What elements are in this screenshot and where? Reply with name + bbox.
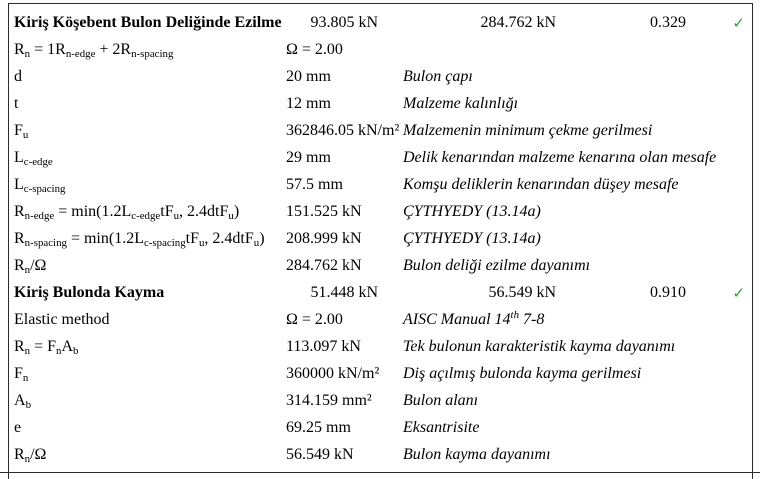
value-cell: 151.525 kN bbox=[286, 202, 362, 220]
value-cell: 29 mm bbox=[286, 148, 331, 166]
section-header-row: Kiriş Köşebent Bulon Deliğinde Ezilme 93.… bbox=[14, 9, 752, 36]
next-table-left-border bbox=[8, 473, 9, 479]
description-cell: Diş açılmış bulonda kayma gerilmesi bbox=[403, 365, 642, 383]
check-icon: ✓ bbox=[732, 283, 745, 302]
calc-row: d 20 mm Bulon çapı bbox=[14, 63, 752, 90]
description-cell: Bulon çapı bbox=[403, 67, 473, 85]
section-title: Kiriş Köşebent Bulon Deliğinde Ezilme bbox=[14, 13, 282, 31]
description-cell: Komşu deliklerin kenarından düşey mesafe bbox=[403, 175, 679, 193]
formula-label: Fu bbox=[14, 121, 29, 141]
section-header-row: Kiriş Bulonda Kayma 51.448 kN 56.549 kN 0.9… bbox=[14, 279, 752, 306]
calc-row: Rn = 1Rn-edge + 2Rn-spacing Ω = 2.00 bbox=[14, 36, 752, 63]
description-cell: Bulon alanı bbox=[403, 392, 479, 410]
formula-label: Lc-edge bbox=[14, 148, 53, 168]
demand-value: 51.448 kN bbox=[310, 283, 378, 301]
calc-row: Rn/Ω 284.762 kN Bulon deliği ezilme dayanı… bbox=[14, 252, 752, 279]
value-cell: 360000 kN/m² bbox=[286, 365, 380, 383]
value-cell: Ω = 2.00 bbox=[286, 40, 343, 58]
description-cell: Malzeme kalınlığı bbox=[403, 94, 519, 112]
value-cell: 113.097 kN bbox=[286, 338, 361, 356]
description-cell: Tek bulonun karakteristik kayma dayanımı bbox=[403, 338, 676, 356]
bottom-divider bbox=[0, 472, 760, 473]
formula-label: t bbox=[14, 94, 19, 112]
description-cell: Delik kenarından malzeme kenarına olan m… bbox=[403, 148, 717, 166]
calc-row: Rn = FnAb 113.097 kN Tek bulonun karakteri… bbox=[14, 334, 752, 361]
ratio-value: 0.910 bbox=[650, 283, 686, 301]
formula-label: Elastic method bbox=[14, 311, 110, 329]
description-cell: Bulon kayma dayanımı bbox=[403, 446, 551, 464]
formula-label: Rn = 1Rn-edge + 2Rn-spacing bbox=[14, 40, 174, 60]
description-cell: ÇYTHYEDY (13.14a) bbox=[403, 202, 541, 220]
formula-label: Rn-edge = min(1.2Lc-edgetFu, 2.4dtFu) bbox=[14, 202, 240, 222]
value-cell: 57.5 mm bbox=[286, 175, 343, 193]
capacity-value: 284.762 kN bbox=[480, 13, 556, 31]
calc-row: Rn-spacing = min(1.2Lc-spacingtFu, 2.4dt… bbox=[14, 225, 752, 252]
formula-label: Rn = FnAb bbox=[14, 338, 79, 358]
section-title: Kiriş Bulonda Kayma bbox=[14, 283, 165, 301]
calc-row: Ab 314.159 mm² Bulon alanı bbox=[14, 388, 752, 415]
formula-label: Rn/Ω bbox=[14, 256, 47, 276]
calc-row: Lc-spacing 57.5 mm Komşu deliklerin kenarı… bbox=[14, 171, 752, 198]
formula-label: Fn bbox=[14, 365, 29, 385]
formula-label: Rn/Ω bbox=[14, 446, 47, 466]
value-cell: 284.762 kN bbox=[286, 256, 362, 274]
value-cell: 20 mm bbox=[286, 67, 331, 85]
value-cell: 362846.05 kN/m² bbox=[286, 121, 400, 139]
report-rows: Kiriş Köşebent Bulon Deliğinde Ezilme 93.… bbox=[14, 9, 752, 469]
formula-label: Lc-spacing bbox=[14, 175, 66, 195]
value-cell: 314.159 mm² bbox=[286, 392, 372, 410]
calc-row: Fu 362846.05 kN/m² Malzemenin minimum çekm… bbox=[14, 117, 752, 144]
description-cell: Eksantrisite bbox=[403, 419, 480, 437]
demand-value: 93.805 kN bbox=[310, 13, 378, 31]
calc-row: Lc-edge 29 mm Delik kenarından malzeme ken… bbox=[14, 144, 752, 171]
formula-label: Ab bbox=[14, 392, 31, 412]
description-cell: Malzemenin minimum çekme gerilmesi bbox=[403, 121, 653, 139]
formula-label: e bbox=[14, 419, 22, 437]
value-cell: 12 mm bbox=[286, 94, 331, 112]
value-cell: Ω = 2.00 bbox=[286, 311, 343, 329]
formula-label: Rn-spacing = min(1.2Lc-spacingtFu, 2.4dt… bbox=[14, 229, 265, 249]
formula-label: d bbox=[14, 67, 22, 85]
next-table-right-border bbox=[752, 473, 753, 479]
description-cell: AISC Manual 14th 7-8 bbox=[403, 309, 545, 329]
check-icon: ✓ bbox=[732, 13, 745, 32]
calc-row: t 12 mm Malzeme kalınlığı bbox=[14, 90, 752, 117]
capacity-value: 56.549 kN bbox=[488, 283, 556, 301]
calc-row: Fn 360000 kN/m² Diş açılmış bulonda kayma … bbox=[14, 361, 752, 388]
description-cell: ÇYTHYEDY (13.14a) bbox=[403, 229, 541, 247]
ratio-value: 0.329 bbox=[650, 13, 686, 31]
calc-row: Rn/Ω 56.549 kN Bulon kayma dayanımı bbox=[14, 442, 752, 469]
value-cell: 208.999 kN bbox=[286, 229, 362, 247]
value-cell: 69.25 mm bbox=[286, 419, 351, 437]
calc-row: Rn-edge = min(1.2Lc-edgetFu, 2.4dtFu) 151… bbox=[14, 198, 752, 225]
calc-row: e 69.25 mm Eksantrisite bbox=[14, 415, 752, 442]
description-cell: Bulon deliği ezilme dayanımı bbox=[403, 256, 591, 274]
value-cell: 56.549 kN bbox=[286, 446, 354, 464]
calculation-report-table: Kiriş Köşebent Bulon Deliğinde Ezilme 93.… bbox=[8, 3, 753, 472]
calc-row: Elastic method Ω = 2.00 AISC Manual 14th 7… bbox=[14, 307, 752, 334]
